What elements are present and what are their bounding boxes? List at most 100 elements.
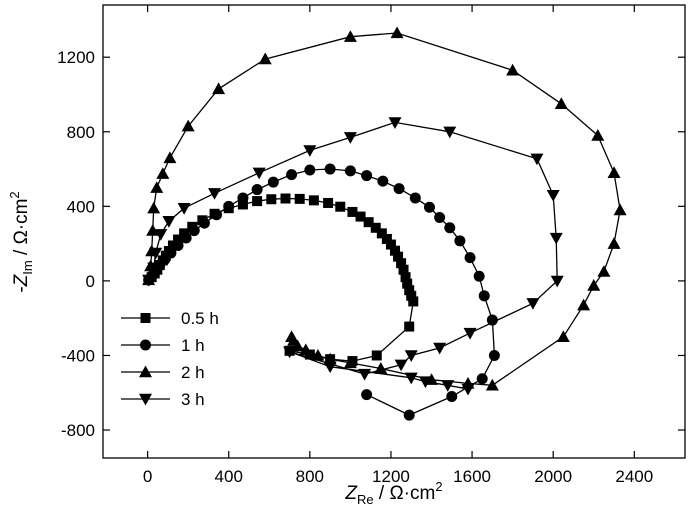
data-point	[404, 285, 415, 296]
legend-label: 3 h	[181, 390, 205, 409]
data-point	[223, 200, 235, 212]
data-point	[546, 189, 560, 202]
x-tick-label: 1600	[453, 467, 491, 486]
data-point	[146, 224, 160, 236]
data-point	[591, 128, 605, 141]
data-point	[381, 233, 392, 244]
legend-label: 1 h	[181, 336, 205, 355]
data-point	[299, 343, 313, 356]
x-tick-label: 800	[296, 467, 324, 486]
data-point	[343, 30, 357, 42]
data-point	[408, 296, 419, 307]
data-point	[251, 184, 263, 196]
data-point	[446, 390, 458, 402]
data-point	[393, 251, 404, 262]
data-point	[286, 169, 298, 181]
data-point	[394, 359, 408, 372]
legend-label: 2 h	[181, 363, 205, 382]
data-point	[154, 229, 168, 241]
data-point	[398, 264, 409, 275]
data-point	[308, 195, 319, 206]
series-1-h	[143, 163, 500, 421]
data-point	[147, 201, 161, 214]
y-tick-label: 400	[67, 197, 95, 216]
data-point	[180, 232, 192, 244]
data-point	[409, 192, 421, 204]
data-point	[162, 216, 176, 228]
x-tick-label: 2400	[615, 467, 653, 486]
series-line	[148, 121, 558, 390]
data-point	[343, 356, 357, 369]
data-point	[252, 196, 263, 207]
data-point	[304, 164, 316, 176]
data-point	[577, 298, 591, 311]
data-point	[335, 201, 346, 212]
data-point	[403, 409, 415, 421]
data-point	[266, 194, 277, 205]
series-3-h	[142, 117, 564, 396]
data-point	[550, 275, 564, 288]
data-point	[463, 327, 477, 340]
data-point	[506, 63, 520, 76]
data-point	[165, 247, 177, 259]
data-point	[361, 389, 373, 401]
data-point	[347, 206, 358, 217]
data-point	[173, 234, 184, 245]
data-point	[526, 298, 540, 310]
data-point	[258, 52, 272, 65]
data-point	[376, 228, 387, 239]
data-point	[404, 321, 415, 332]
data-point	[461, 383, 475, 396]
data-point	[418, 376, 432, 389]
data-point	[188, 225, 200, 237]
x-tick-label: 400	[215, 467, 243, 486]
data-point	[478, 290, 490, 302]
y-axis-title: -ZIm / Ω·cm2	[7, 191, 35, 292]
series-line	[147, 32, 621, 386]
legend: 0.5 h 1 h 2 h 3 h	[121, 309, 219, 409]
data-point	[172, 239, 184, 251]
data-point	[303, 145, 317, 157]
data-point	[607, 237, 621, 249]
x-tick-label: 1200	[372, 467, 410, 486]
data-point	[406, 290, 417, 301]
data-point	[139, 365, 152, 378]
data-point	[323, 361, 337, 374]
data-point	[554, 97, 568, 110]
data-point	[355, 211, 366, 222]
data-point	[423, 201, 435, 213]
x-axis-title: ZRe / Ω·cm2	[344, 479, 442, 507]
data-point	[208, 188, 222, 200]
data-point	[140, 339, 151, 351]
data-point	[404, 350, 418, 362]
data-point	[163, 151, 177, 164]
legend-item: 2 h	[121, 363, 205, 382]
data-point	[441, 380, 455, 392]
data-point	[370, 222, 381, 233]
data-point	[147, 262, 161, 275]
y-tick-label: -400	[61, 346, 95, 365]
legend-item: 1 h	[121, 336, 205, 355]
data-point	[323, 197, 334, 208]
data-point	[402, 278, 413, 289]
data-point	[140, 313, 151, 323]
data-point	[488, 349, 500, 361]
data-point	[343, 132, 357, 144]
data-point	[324, 163, 336, 175]
data-point	[139, 393, 152, 406]
series-2-h	[142, 26, 627, 391]
y-tick-label: -800	[61, 421, 95, 440]
data-point	[358, 368, 372, 381]
legend-item: 0.5 h	[121, 309, 219, 328]
data-point	[311, 348, 325, 361]
plot-frame	[102, 4, 686, 459]
data-point	[464, 252, 476, 264]
data-point	[486, 314, 498, 326]
data-point	[404, 372, 418, 385]
data-point	[150, 181, 164, 193]
data-point	[485, 378, 499, 391]
data-point	[267, 176, 279, 188]
data-point	[156, 167, 170, 179]
data-point	[443, 126, 457, 139]
